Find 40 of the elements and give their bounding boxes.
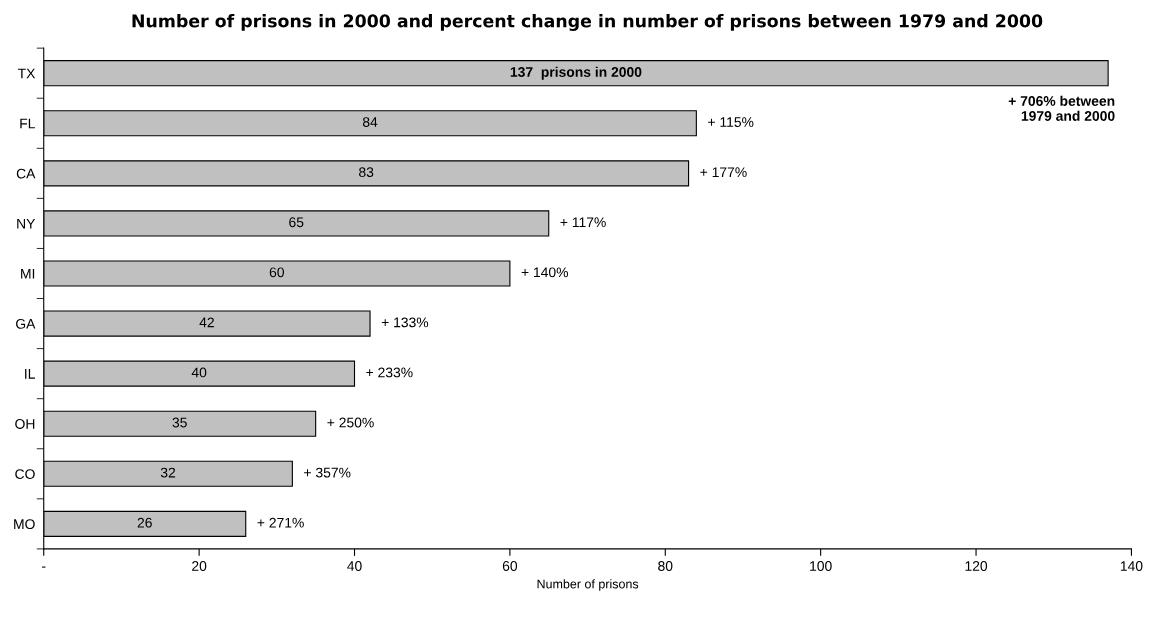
- y-tick-label: MO: [14, 519, 35, 530]
- y-tick-label: OH: [15, 419, 35, 429]
- annotation: + 357%: [304, 467, 351, 478]
- y-tick-label: IL: [25, 369, 35, 379]
- x-tick-label: 40: [347, 561, 362, 571]
- x-tick-label: 120: [965, 561, 988, 571]
- x-axis-title: Number of prisons: [537, 579, 639, 591]
- y-tick-label: GA: [16, 318, 36, 329]
- x-tick-label: 140: [1120, 561, 1143, 571]
- x-tick-label: 20: [192, 561, 207, 571]
- annotation: + 117%: [560, 217, 606, 228]
- y-tick-label: FL: [20, 118, 35, 129]
- data-label: 40: [191, 367, 207, 378]
- data-label: 84: [362, 117, 378, 127]
- data-label: 32: [160, 467, 176, 478]
- x-tick-label: 60: [502, 561, 518, 571]
- annotation: + 177%: [700, 167, 747, 178]
- chart-title: Number of prisons in 2000 and percent change in number of prisons between 1979 and 2000: [132, 14, 1043, 31]
- data-label: 60: [269, 267, 284, 278]
- y-tick-label: CA: [16, 168, 36, 179]
- data-label: 65: [289, 217, 304, 228]
- annotation: + 133%: [381, 317, 429, 328]
- data-label: 26: [137, 517, 152, 528]
- annotation: + 271%: [257, 517, 304, 528]
- y-tick-label: NY: [17, 218, 36, 229]
- x-tick-label: 80: [658, 561, 673, 571]
- annotation: + 115%: [708, 117, 754, 127]
- y-tick-label: MI: [21, 268, 35, 279]
- data-label: 137 prisons in 2000: [510, 66, 642, 80]
- y-tick-label: CO: [15, 469, 35, 479]
- x-tick-label: 100: [810, 561, 832, 571]
- annotation: + 140%: [521, 267, 568, 278]
- annotation: + 706% between 1979 and 2000: [1008, 95, 1115, 121]
- data-label: 83: [359, 167, 374, 178]
- annotation: + 233%: [366, 367, 413, 378]
- annotation: + 250%: [327, 417, 374, 428]
- data-label: 35: [172, 417, 187, 428]
- data-label: 42: [199, 317, 214, 328]
- x-tick-label: -: [42, 566, 46, 568]
- y-tick-label: TX: [17, 68, 36, 79]
